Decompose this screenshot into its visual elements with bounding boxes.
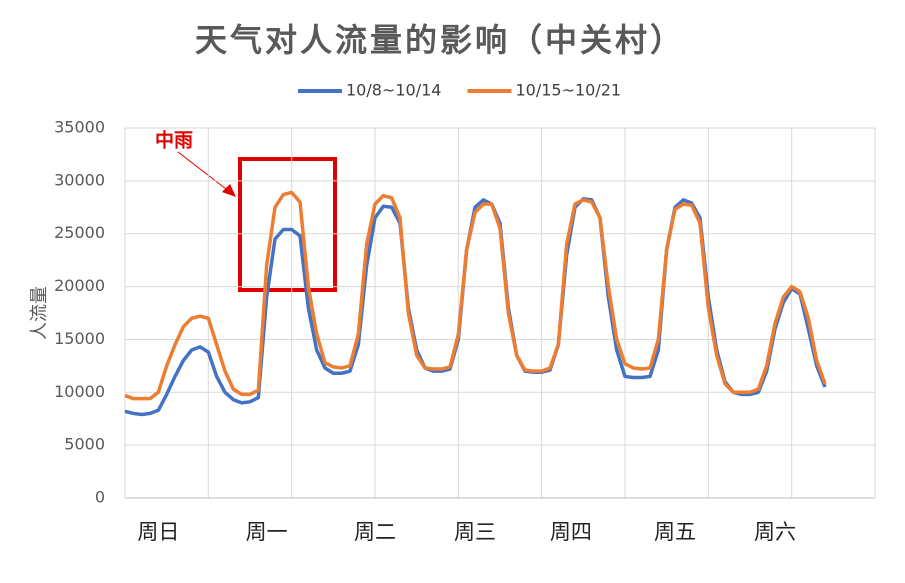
y-tick-label: 0	[95, 488, 105, 507]
x-tick-label: 周一	[246, 520, 288, 544]
y-tick-label: 5000	[64, 435, 105, 454]
y-tick-label: 10000	[54, 382, 105, 401]
arrow-head	[222, 184, 236, 197]
y-tick-label: 35000	[54, 118, 105, 137]
series-line	[124, 190, 827, 401]
legend-label: 10/15~10/21	[515, 81, 621, 100]
x-tick-label: 周日	[137, 520, 179, 544]
legend-label: 10/8~10/14	[346, 81, 441, 100]
x-tick-label: 周三	[454, 520, 496, 544]
y-axis-label: 人流量	[29, 286, 50, 340]
x-tick-label: 周五	[654, 520, 696, 544]
y-tick-label: 20000	[54, 276, 105, 295]
y-tick-label: 30000	[54, 170, 105, 189]
y-tick-label: 25000	[54, 223, 105, 242]
x-tick-label: 周六	[754, 520, 796, 544]
y-tick-label: 15000	[54, 329, 105, 348]
x-tick-label: 周二	[354, 520, 396, 544]
x-tick-label: 周四	[550, 520, 592, 544]
chart-title: 天气对人流量的影响（中关村）	[195, 21, 685, 59]
annotation-arrow	[177, 151, 231, 193]
annotation: 中雨	[155, 129, 193, 152]
highlight-box	[238, 157, 337, 292]
